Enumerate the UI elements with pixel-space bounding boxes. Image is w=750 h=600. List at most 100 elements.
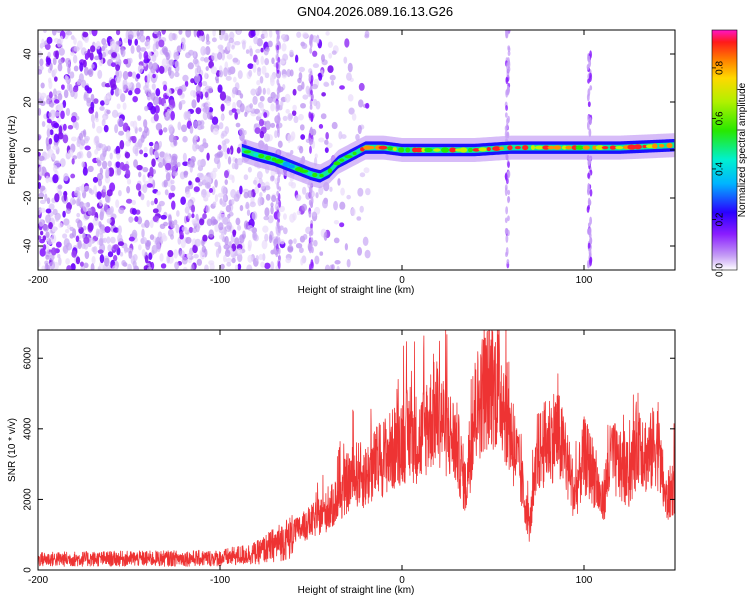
spectrogram-noise-cell: [173, 219, 178, 226]
spectrogram-peak-cell: [507, 145, 513, 151]
spectrogram-noise-cell: [58, 257, 62, 266]
spectrogram-noise-cell: [169, 127, 173, 135]
spectrogram-noise-cell: [58, 125, 63, 134]
spectrogram-noise-cell: [339, 222, 345, 228]
spectrogram-streak-cell: [276, 190, 280, 197]
spectrogram-noise-cell: [131, 71, 137, 79]
spectrogram-noise-cell: [226, 221, 232, 230]
spectrogram-noise-cell: [44, 193, 48, 202]
spectrogram-noise-cell: [163, 84, 168, 92]
spectrogram-noise-cell: [232, 229, 237, 236]
spectrogram-streak-cell: [507, 196, 511, 203]
spectrogram-noise-cell: [202, 213, 207, 220]
spectrogram-noise-cell: [64, 228, 70, 234]
spectrogram-noise-cell: [81, 79, 87, 88]
spectrogram-noise-cell: [49, 62, 53, 71]
spectrogram-noise-cell: [99, 254, 105, 264]
spectrogram-noise-cell: [131, 199, 137, 206]
spectrogram-noise-cell: [226, 147, 231, 155]
spectrogram-streak-cell: [588, 226, 592, 236]
spectrogram-noise-cell: [190, 90, 196, 97]
spectrogram-noise-cell: [103, 95, 110, 105]
spectrogram-noise-cell: [141, 237, 148, 244]
spectrogram-noise-cell: [213, 156, 220, 165]
spectrogram-streak-cell: [277, 56, 281, 63]
spectrogram-noise-cell: [102, 42, 108, 49]
spectrogram-noise-cell: [49, 129, 54, 136]
spectrogram-noise-cell: [311, 83, 319, 90]
spectrogram-noise-cell: [119, 161, 125, 170]
spectrogram-noise-cell: [193, 254, 199, 259]
spectrogram-peak-cell: [571, 145, 578, 151]
spectrogram-noise-cell: [63, 191, 67, 202]
spectrogram-streak-cell: [310, 34, 314, 40]
spectrogram-noise-cell: [279, 239, 285, 245]
spectrogram-noise-cell: [98, 199, 103, 207]
spectrogram-noise-cell: [161, 232, 167, 240]
spectrogram-streak-cell: [507, 189, 511, 196]
spectrogram-noise-cell: [109, 236, 116, 244]
spectrogram-noise-cell: [95, 40, 101, 50]
spectrogram-streak-cell: [507, 86, 511, 94]
spectrogram-streak-cell: [277, 112, 281, 121]
spectrogram-streak-cell: [309, 241, 313, 249]
spectrogram-peak-cell: [299, 169, 309, 173]
spectrogram-noise-cell: [329, 74, 336, 81]
spectrogram-noise-cell: [283, 227, 288, 235]
spectrogram-noise-cell: [300, 102, 306, 109]
spectrogram-noise-cell: [208, 60, 214, 69]
spectrogram-noise-cell: [121, 260, 127, 267]
spectrogram-noise-cell: [71, 158, 75, 165]
spectrogram-noise-cell: [204, 264, 209, 270]
spectrogram-noise-cell: [48, 221, 53, 230]
spectrogram-noise-cell: [256, 37, 263, 47]
spectrogram-noise-cell: [93, 185, 98, 195]
spectrogram-streak-cell: [504, 173, 508, 180]
spectrogram-noise-cell: [252, 231, 258, 241]
spectrogram-noise-cell: [67, 125, 74, 130]
spectrogram-noise-cell: [199, 250, 206, 260]
spectrogram-noise-cell: [125, 130, 131, 138]
spectrogram-peak-cell: [392, 147, 397, 152]
spectrogram-noise-cell: [255, 48, 261, 54]
spectrogram-noise-cell: [100, 207, 105, 217]
spectrogram-streak-cell: [310, 89, 313, 95]
spectrogram-noise-cell: [239, 103, 245, 113]
spectrogram-noise-cell: [55, 50, 59, 60]
spectrogram-noise-cell: [208, 188, 214, 194]
spectrogram-noise-cell: [159, 223, 166, 229]
spectrogram-noise-cell: [136, 140, 143, 150]
spectrogram-noise-cell: [57, 117, 61, 123]
spectrogram-noise-cell: [72, 86, 79, 93]
spectrogram-noise-cell: [125, 169, 131, 179]
spectrogram-noise-cell: [107, 251, 114, 258]
spectrogram-peak-cell: [499, 146, 504, 150]
spectrogram-noise-cell: [146, 199, 150, 208]
spectrogram-noise-cell: [131, 229, 138, 240]
spectrogram-noise-cell: [346, 259, 351, 268]
spectrogram-noise-cell: [243, 220, 249, 230]
spectrogram-noise-cell: [234, 237, 240, 246]
spectrogram-noise-cell: [125, 140, 131, 147]
spectrogram-noise-cell: [220, 103, 225, 112]
spectrogram-noise-cell: [52, 208, 58, 215]
spectrogram-noise-cell: [234, 112, 238, 120]
spectrogram-noise-cell: [325, 31, 330, 36]
spectrogram-image: [38, 30, 675, 270]
spectrogram-streak-cell: [506, 69, 510, 78]
spectrogram-noise-cell: [152, 215, 159, 222]
spectrogram-noise-cell: [168, 214, 172, 223]
spectrogram-noise-cell: [185, 30, 192, 38]
spectrogram-streak-cell: [507, 115, 510, 124]
spectrogram-noise-cell: [224, 249, 231, 258]
snr-frame: [37, 329, 676, 571]
spectrogram-noise-cell: [268, 234, 273, 244]
spectrogram-peak-cell: [492, 146, 502, 152]
spectrogram-noise-cell: [115, 30, 121, 36]
spectrogram-noise-cell: [107, 194, 111, 204]
spectrogram-noise-cell: [159, 253, 164, 262]
spectrogram-noise-cell: [247, 225, 254, 232]
colorbar-tick-label: 0.8: [715, 61, 726, 75]
spectrogram-peak-cell: [514, 146, 521, 150]
spectrogram-noise-cell: [231, 108, 237, 113]
